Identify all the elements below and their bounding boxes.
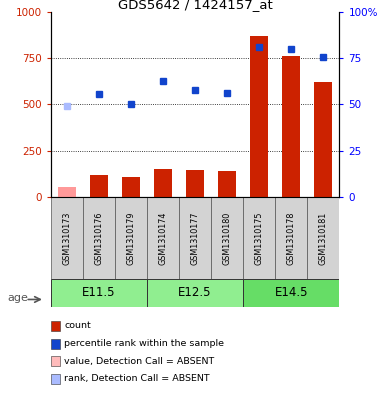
Bar: [147, 279, 243, 307]
Title: GDS5642 / 1424157_at: GDS5642 / 1424157_at: [118, 0, 272, 11]
Bar: [58, 187, 76, 197]
Text: age: age: [8, 293, 29, 303]
Bar: [90, 175, 108, 197]
Text: E14.5: E14.5: [275, 286, 308, 299]
Bar: [154, 169, 172, 197]
Text: rank, Detection Call = ABSENT: rank, Detection Call = ABSENT: [64, 375, 210, 383]
Text: GSM1310180: GSM1310180: [223, 211, 232, 264]
Bar: [122, 177, 140, 197]
Bar: [307, 197, 339, 279]
Bar: [282, 56, 300, 197]
Text: GSM1310174: GSM1310174: [158, 211, 167, 264]
Bar: [314, 82, 332, 197]
Bar: [218, 171, 236, 197]
Bar: [147, 197, 179, 279]
Bar: [51, 197, 83, 279]
Text: GSM1310175: GSM1310175: [255, 211, 264, 265]
Text: GSM1310181: GSM1310181: [319, 211, 328, 264]
Bar: [179, 197, 211, 279]
Text: GSM1310173: GSM1310173: [62, 211, 71, 264]
Text: E12.5: E12.5: [178, 286, 212, 299]
Bar: [83, 197, 115, 279]
Bar: [211, 197, 243, 279]
Text: count: count: [64, 321, 91, 330]
Text: GSM1310177: GSM1310177: [190, 211, 200, 265]
Bar: [243, 279, 339, 307]
Text: percentile rank within the sample: percentile rank within the sample: [64, 339, 224, 348]
Text: GSM1310176: GSM1310176: [94, 211, 103, 264]
Text: GSM1310179: GSM1310179: [126, 211, 135, 265]
Bar: [186, 170, 204, 197]
Text: E11.5: E11.5: [82, 286, 115, 299]
Text: GSM1310178: GSM1310178: [287, 211, 296, 264]
Bar: [250, 36, 268, 197]
Bar: [51, 279, 147, 307]
Bar: [115, 197, 147, 279]
Text: value, Detection Call = ABSENT: value, Detection Call = ABSENT: [64, 357, 214, 365]
Bar: [243, 197, 275, 279]
Bar: [275, 197, 307, 279]
